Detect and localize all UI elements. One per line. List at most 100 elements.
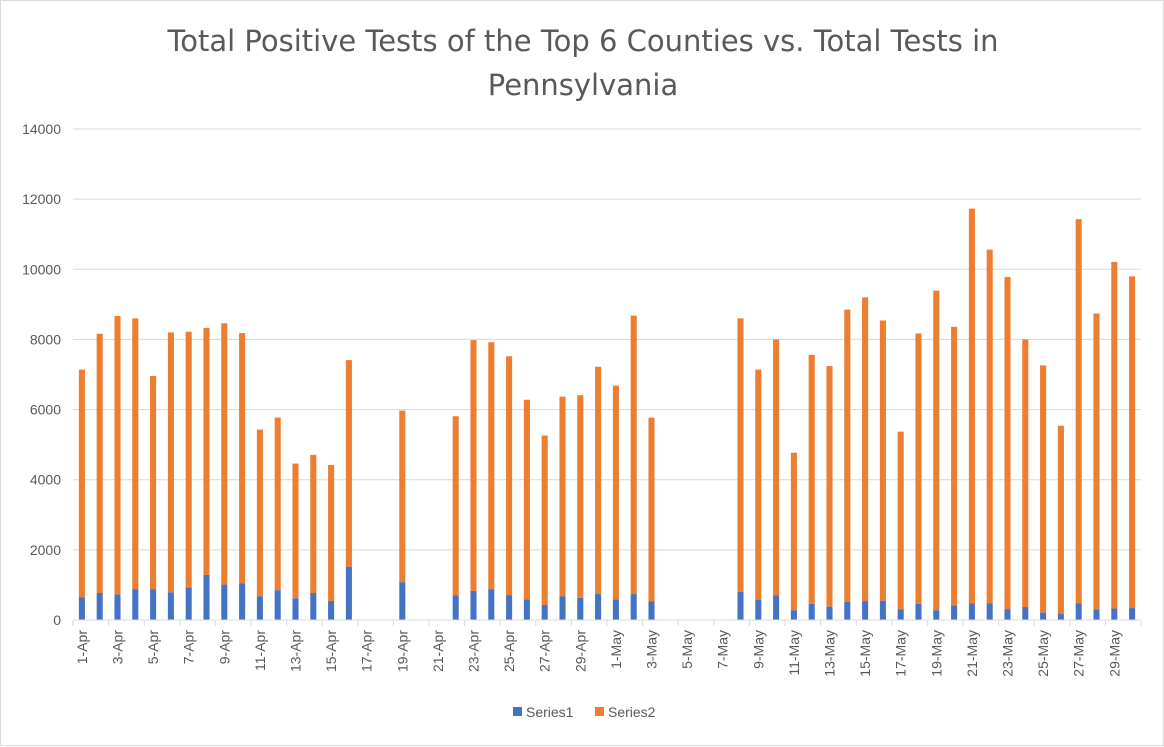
bar-series1-15 [345, 566, 352, 620]
bar-series2-1 [96, 333, 103, 593]
bar-series1-2 [114, 594, 121, 620]
bar-series2-55 [1057, 425, 1064, 615]
bar-series2-53 [1022, 339, 1029, 608]
bar-series2-21 [452, 416, 459, 596]
legend-item-series2: Series2 [595, 704, 656, 720]
bar-series2-23 [488, 342, 495, 590]
bar-series2-2 [114, 315, 121, 595]
bar-series1-40 [790, 610, 797, 620]
x-tick-label: 19-Apr [394, 630, 410, 672]
x-tick-label: 13-May [822, 630, 838, 677]
y-tick-label: 12000 [22, 191, 61, 207]
y-tick-label: 2000 [30, 542, 61, 558]
bar-series2-29 [595, 366, 602, 595]
chart-title-line-1: Total Positive Tests of the Top 6 Counti… [166, 24, 998, 58]
bar-series1-37 [737, 591, 744, 620]
bars [78, 208, 1136, 620]
y-axis-ticks: 0 2000 4000 6000 8000 10000 12000 14000 [22, 121, 61, 628]
legend: Series1 Series2 [513, 704, 656, 720]
bar-series1-39 [773, 595, 780, 620]
bar-series2-7 [203, 327, 210, 575]
bar-series1-52 [1004, 609, 1011, 620]
x-tick-label: 21-May [964, 630, 980, 677]
bar-series2-25 [523, 399, 530, 600]
x-axis-ticks: 1-Apr 3-Apr 5-Apr 7-Apr 9-Apr 11-Apr 13-Apr 15-… [74, 630, 1122, 677]
bar-series1-3 [132, 589, 139, 620]
bar-series1-44 [862, 601, 869, 620]
bar-series2-31 [630, 315, 637, 595]
bar-series1-32 [648, 601, 655, 620]
y-tick-label: 4000 [30, 472, 61, 488]
x-tick-label: 11-Apr [252, 630, 268, 671]
bar-series2-0 [78, 369, 85, 598]
bar-series1-57 [1093, 609, 1100, 620]
x-tick-label: 17-Apr [359, 630, 375, 672]
bar-series1-47 [915, 603, 922, 620]
bar-series1-14 [328, 601, 335, 620]
bar-series1-9 [239, 583, 246, 620]
bar-series1-51 [986, 603, 993, 620]
legend-swatch [595, 707, 604, 716]
legend-label: Series2 [608, 704, 656, 720]
bar-series1-26 [541, 604, 548, 620]
bar-series2-52 [1004, 277, 1011, 610]
x-tick-label: 5-May [679, 630, 695, 669]
bar-series2-12 [292, 463, 299, 599]
x-tick-label: 3-Apr [110, 630, 126, 665]
bar-series2-15 [345, 360, 352, 567]
x-tick-label: 23-May [1000, 630, 1016, 677]
bar-series1-12 [292, 598, 299, 620]
bar-series2-47 [915, 333, 922, 604]
bar-series2-18 [399, 410, 406, 583]
bar-series1-31 [630, 594, 637, 620]
bar-series2-56 [1075, 219, 1082, 604]
y-tick-label: 6000 [30, 402, 61, 418]
bar-series1-10 [256, 596, 263, 620]
bar-series1-18 [399, 582, 406, 620]
x-tick-label: 1-May [608, 630, 624, 669]
x-tick-label: 9-Apr [216, 630, 232, 665]
bar-series2-42 [826, 366, 833, 607]
x-tick-label: 29-May [1106, 630, 1122, 677]
y-tick-label: 10000 [22, 261, 61, 277]
bar-series1-55 [1057, 614, 1064, 620]
bar-series1-24 [506, 595, 513, 620]
bar-series1-41 [808, 603, 815, 620]
bar-series2-45 [879, 320, 886, 601]
x-tick-label: 11-May [786, 630, 802, 676]
legend-label: Series1 [526, 704, 574, 720]
bar-series1-0 [78, 597, 85, 620]
bar-series1-46 [897, 609, 904, 620]
y-tick-label: 14000 [22, 121, 61, 137]
y-tick-label: 0 [53, 612, 61, 628]
x-tick-label: 5-Apr [145, 630, 161, 665]
y-tick-label: 8000 [30, 331, 61, 347]
x-tick-label: 13-Apr [288, 630, 304, 672]
bar-series1-8 [221, 584, 228, 620]
x-tick-label: 21-Apr [430, 630, 446, 672]
bar-series2-26 [541, 435, 548, 605]
bar-series2-14 [328, 464, 335, 602]
bar-series2-3 [132, 318, 139, 590]
bar-series2-6 [185, 331, 192, 588]
x-tick-label: 1-Apr [74, 630, 90, 665]
x-tick-label: 29-Apr [572, 630, 588, 672]
bar-series2-39 [773, 339, 780, 596]
bar-series2-46 [897, 431, 904, 610]
bar-series1-6 [185, 587, 192, 620]
bar-series2-13 [310, 454, 317, 593]
bar-series1-48 [933, 610, 940, 620]
bar-series1-27 [559, 596, 566, 620]
bar-series2-4 [150, 375, 157, 590]
bar-series1-43 [844, 601, 851, 620]
bar-series2-22 [470, 340, 477, 591]
bar-series2-44 [862, 297, 869, 602]
gridlines [73, 128, 1141, 551]
bar-series1-25 [523, 599, 530, 620]
bar-series1-53 [1022, 607, 1029, 620]
bar-series2-28 [577, 395, 584, 598]
bar-series2-50 [968, 208, 975, 604]
bar-series2-27 [559, 396, 566, 597]
